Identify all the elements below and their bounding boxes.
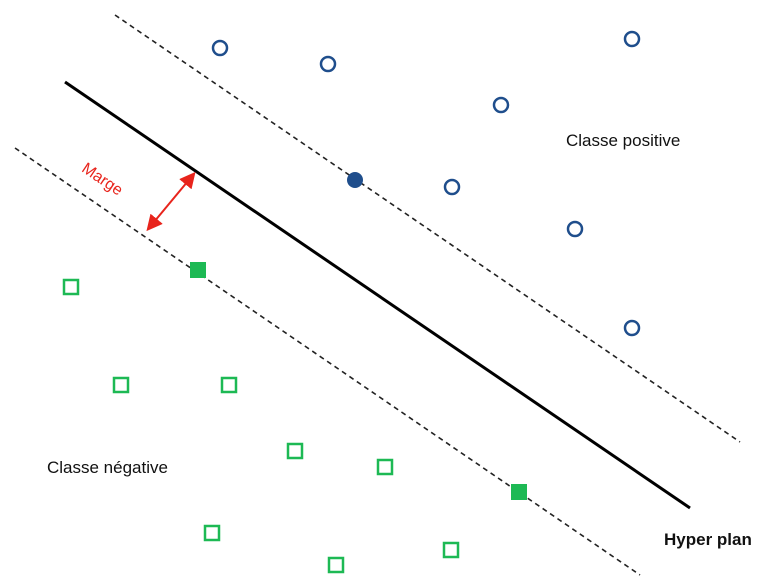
- positive-point: [566, 220, 584, 238]
- margin-arrow: [146, 171, 196, 232]
- negative-point: [327, 556, 345, 574]
- positive-point: [319, 55, 337, 73]
- positive-point: [443, 178, 461, 196]
- positive-point: [492, 96, 510, 114]
- negative-points: [62, 278, 460, 574]
- positive-point: [623, 319, 641, 337]
- negative-point: [203, 524, 221, 542]
- negative-support-vector: [511, 484, 527, 500]
- positive-points: [211, 30, 641, 337]
- hyperplane-label: Hyper plan: [664, 530, 752, 549]
- positive-class-label: Classe positive: [566, 131, 681, 150]
- negative-point: [376, 458, 394, 476]
- negative-point: [220, 376, 238, 394]
- negative-support-vector: [190, 262, 206, 278]
- negative-class-label: Classe négative: [47, 458, 168, 477]
- negative-point: [286, 442, 304, 460]
- positive-point: [623, 30, 641, 48]
- positive-support-vector: [347, 172, 363, 188]
- negative-margin-line: [14, 147, 641, 576]
- negative-point: [442, 541, 460, 559]
- positive-point: [211, 39, 229, 57]
- hyperplane-line: [64, 80, 691, 510]
- negative-point: [62, 278, 80, 296]
- positive-margin-line: [114, 14, 741, 443]
- negative-point: [112, 376, 130, 394]
